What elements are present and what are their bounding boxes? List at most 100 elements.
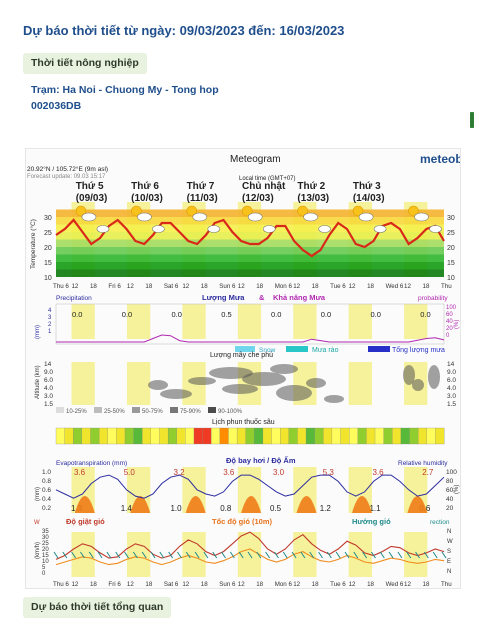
temp-tick-right: 30: [447, 215, 455, 222]
cloud-blob: [324, 395, 344, 403]
precip-ylabel-right: (%): [454, 320, 460, 329]
wind-direction-arrow: [159, 551, 165, 559]
wind-ylabel: (km/h): [35, 542, 41, 559]
day-date: (09/03): [76, 193, 108, 204]
temp-ylabel: Temperature (°C): [29, 219, 37, 269]
wind-direction-arrow: [256, 551, 262, 559]
cloud-blob: [306, 378, 326, 388]
time-axis-label: 12: [182, 581, 189, 588]
daylight-band: [293, 304, 317, 339]
precip-tick-right: 100: [446, 305, 457, 311]
legend-shower: Mưa rào: [312, 347, 339, 354]
precip-day-total: 0.0: [370, 310, 380, 319]
cloud-icon: [373, 225, 387, 233]
precip-tick-left: 1: [48, 329, 52, 335]
spray-cell: [219, 427, 229, 445]
legend-shower-swatch: [286, 346, 308, 352]
time-axis-label: Thu: [441, 581, 452, 588]
evap-tick-right: 40: [446, 496, 454, 503]
wind-direction-arrow: [353, 551, 359, 559]
time-axis-label: 18: [145, 283, 152, 290]
cloud-icon: [358, 212, 374, 222]
cloud-blob: [270, 364, 298, 374]
time-axis-label: 12: [127, 283, 134, 290]
wind-direction-arrow: [97, 551, 103, 559]
daylight-band: [126, 532, 151, 577]
daylight-band: [71, 362, 95, 405]
spray-cell: [142, 427, 152, 445]
wind-direction-arrow: [406, 551, 412, 559]
day-date: (10/03): [131, 193, 163, 204]
time-axis-label: Sat 6: [164, 283, 179, 290]
cloud-tick-left: 14: [44, 361, 52, 368]
wind-speed-line: [55, 548, 445, 566]
temperature-band: [56, 224, 444, 232]
precip-day-total: 0.0: [72, 310, 82, 319]
time-axis-label: Sun 6: [219, 581, 236, 588]
sun-icon: [186, 205, 198, 217]
wind-left-marker: W: [34, 520, 40, 526]
cloud-blob: [160, 389, 192, 399]
day-name: Thứ 5: [76, 181, 104, 192]
time-axis-label: 12: [349, 581, 356, 588]
wind-direction-arrow: [423, 551, 429, 559]
section-chip-agriculture[interactable]: Thời tiết nông nghiệp: [23, 53, 147, 74]
temp-tick-left: 30: [44, 215, 52, 222]
spray-cell: [271, 427, 281, 445]
wind-direction-arrow: [432, 551, 438, 559]
wind-tick-left: 35: [42, 529, 49, 535]
cloud-legend-label: 50-75%: [142, 409, 163, 415]
gust-line: [55, 531, 445, 560]
temperature-band: [56, 254, 444, 262]
cloud-tick-left: 6.0: [44, 377, 53, 384]
time-axis-label: 18: [423, 581, 430, 588]
temp-tick-left: 10: [44, 275, 52, 282]
time-axis-label: 18: [367, 581, 374, 588]
day-name: Thứ 3: [353, 181, 381, 192]
spray-cell: [297, 427, 307, 445]
cloud-tick-right: 9.0: [447, 369, 456, 376]
temperature-band: [56, 262, 444, 270]
spray-cell: [409, 427, 419, 445]
wind-direction-arrow: [229, 551, 235, 559]
wind-speed-label: Tốc độ gió (10m): [212, 517, 273, 526]
legend-total: Tổng lượng mưa: [392, 346, 445, 354]
legend-snow-swatch: [235, 346, 255, 352]
sun-icon: [75, 205, 87, 217]
wind-direction-arrow: [62, 551, 68, 559]
evap-tick-right: 60: [446, 487, 454, 494]
cloud-icon: [247, 212, 263, 222]
evap-day-top: 3.0: [273, 468, 285, 477]
wind-direction-label: Hướng gió: [352, 517, 391, 526]
evap-hump: [351, 496, 372, 513]
station-code: 002036DB: [31, 100, 82, 112]
wind-direction-arrow: [282, 551, 288, 559]
meteogram: Meteogram meteoblue 20.92°N / 105.72°E (9m…: [25, 148, 461, 589]
scrollbar-thumb[interactable]: [470, 112, 474, 128]
wind-direction-arrow: [274, 551, 279, 559]
time-axis-label: 12: [71, 283, 78, 290]
section-chip-overview[interactable]: Dự báo thời tiết tổng quan: [23, 597, 172, 618]
wind-direction-arrow: [326, 551, 332, 559]
gust-label: Độ giật gió: [66, 517, 105, 526]
cloud-blob: [222, 384, 258, 394]
evap-label: Evapotranspiration (mm): [56, 460, 127, 467]
wind-tick-left: 15: [42, 553, 49, 559]
precip-tick-right: 40: [446, 319, 453, 325]
cloud-tick-right: 4.0: [447, 385, 456, 392]
day-date: (11/03): [187, 193, 218, 204]
cloud-tick-right: 6.0: [447, 377, 456, 384]
wind-direction-arrow: [441, 551, 447, 559]
wind-direction-right-label: rection: [430, 519, 450, 526]
wind-direction-arrow: [212, 551, 218, 559]
spray-cell: [176, 427, 186, 445]
evap-hump: [296, 496, 317, 513]
time-axis-label: Thu: [441, 283, 452, 290]
spray-cell: [133, 427, 143, 445]
spray-cell: [193, 427, 204, 445]
cloud-legend-label: 90-100%: [218, 409, 243, 415]
evap-day-top: 3.6: [372, 468, 384, 477]
precip-day-total: 0.0: [321, 310, 331, 319]
wind-direction-arrow: [124, 551, 129, 559]
spray-cell: [90, 427, 100, 445]
